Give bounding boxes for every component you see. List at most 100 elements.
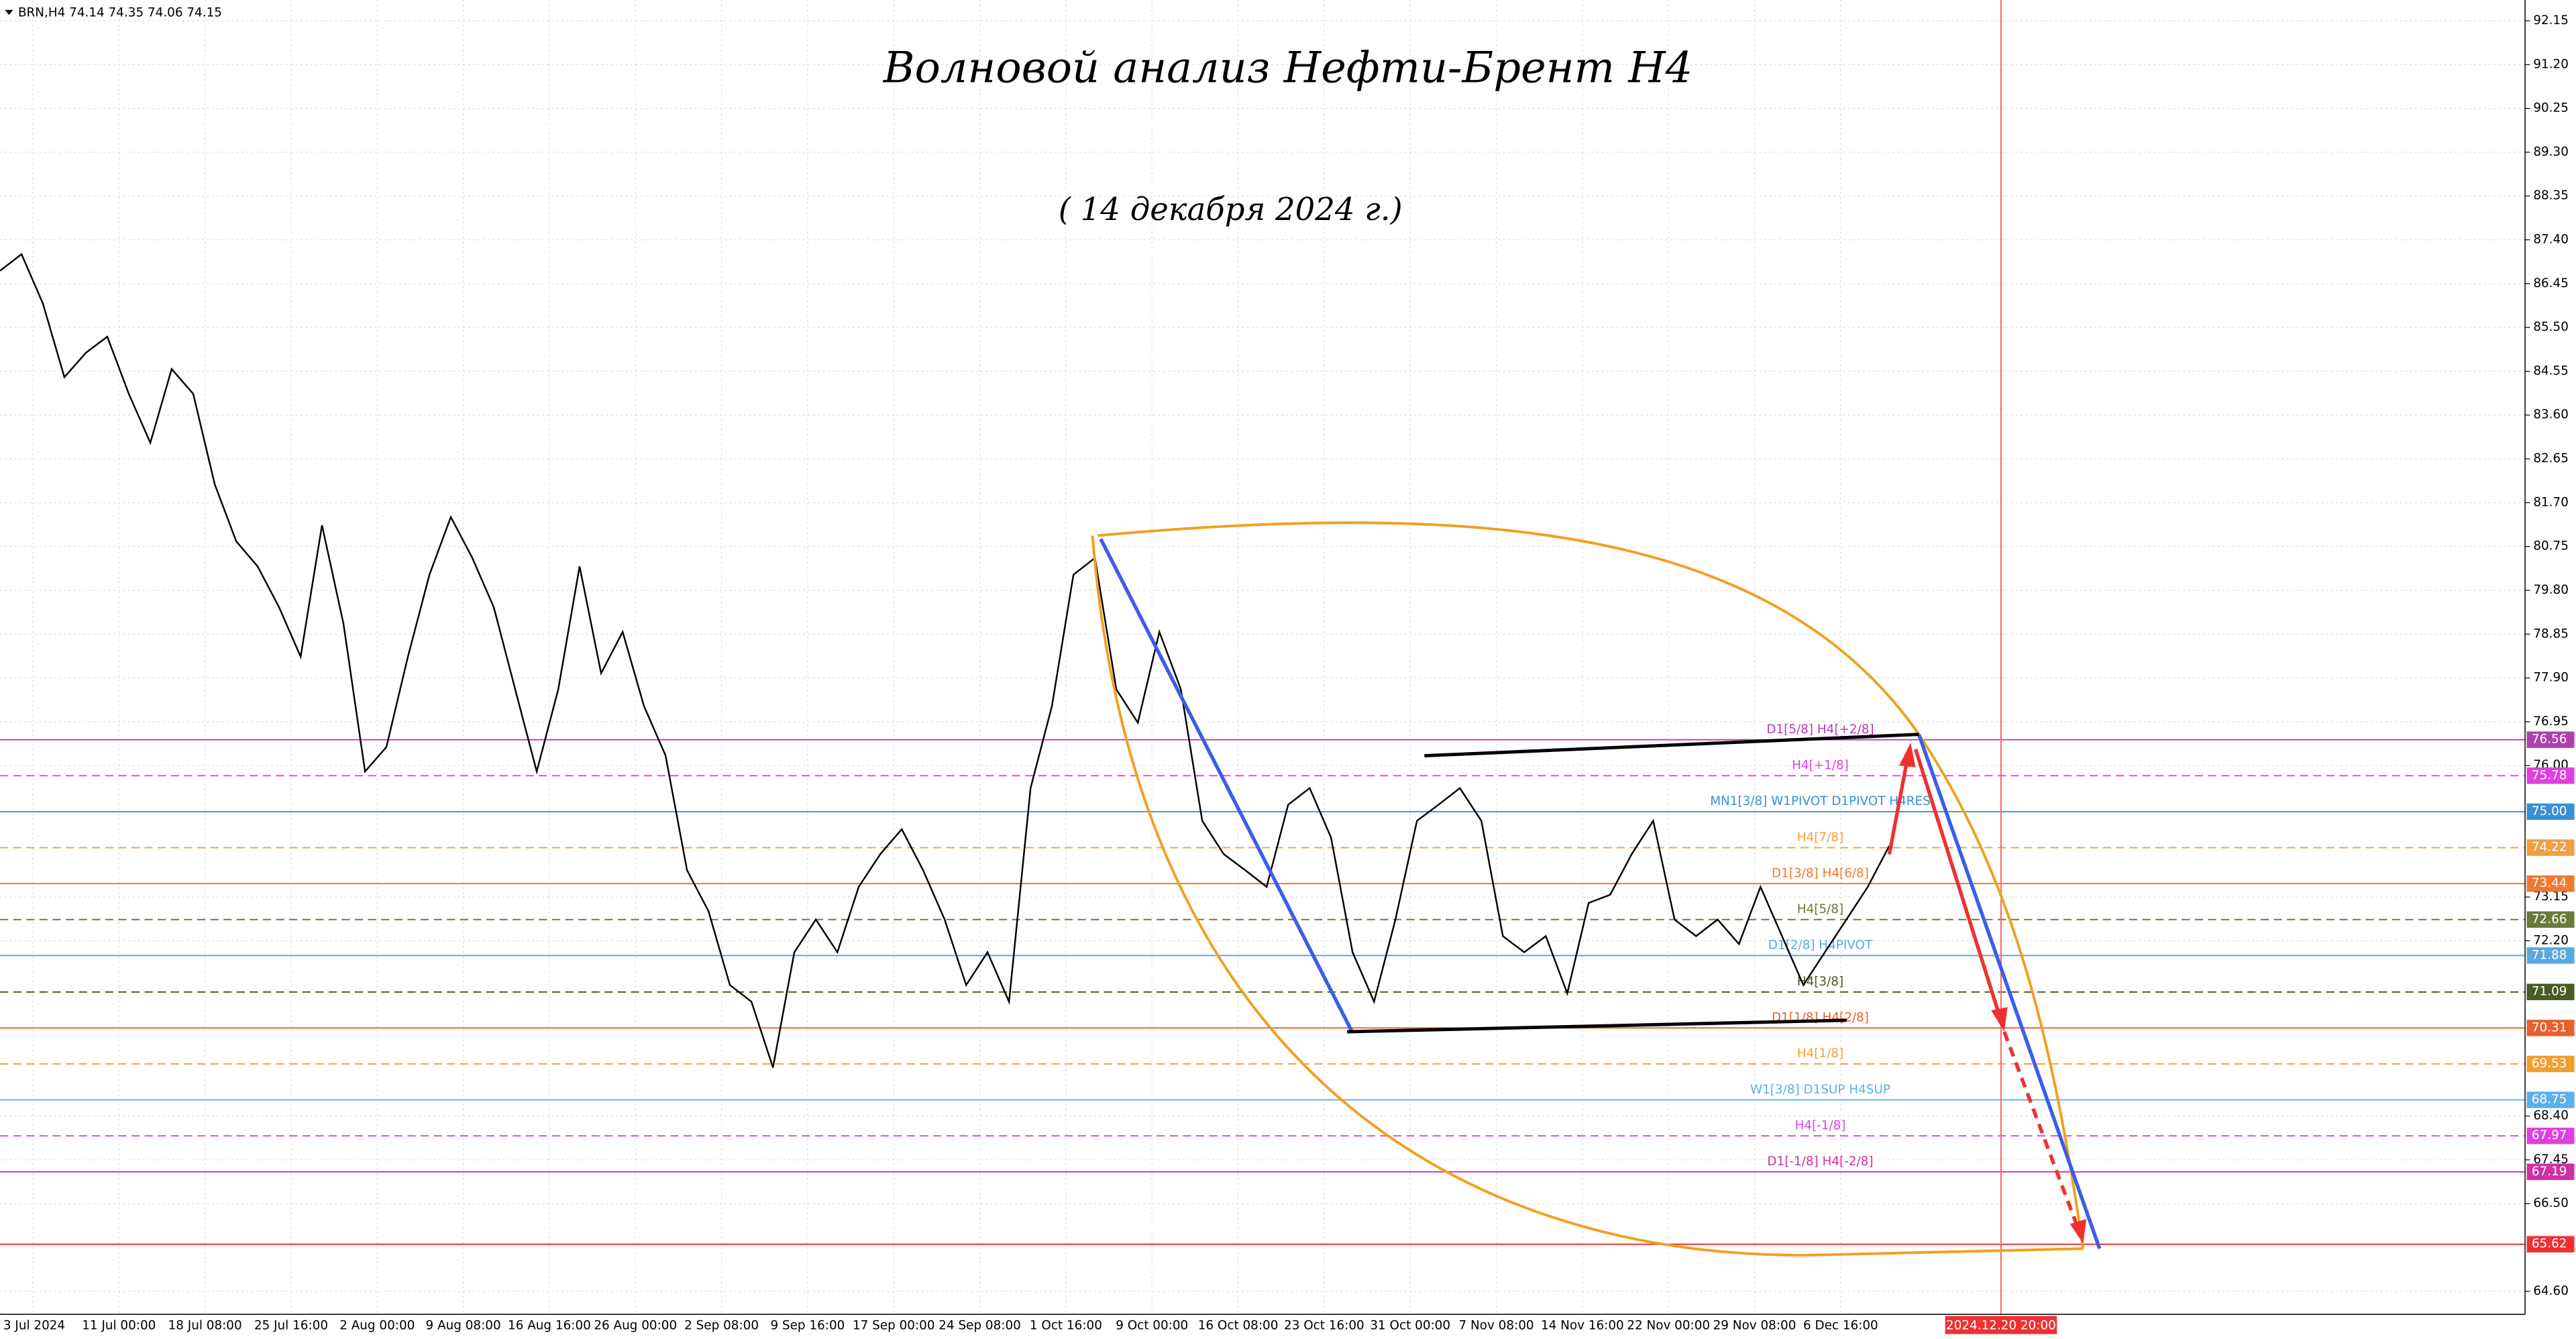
- grid: [0, 0, 2526, 1315]
- y-tick-label: 90.25: [2533, 101, 2569, 115]
- x-tick-label: 3 Jul 2024: [3, 1318, 65, 1332]
- red-arrow: [1913, 748, 2001, 1016]
- y-tick-label: 88.35: [2533, 189, 2569, 203]
- x-tick-label: 22 Nov 00:00: [1627, 1318, 1710, 1332]
- y-tick-label: 82.65: [2533, 451, 2569, 466]
- blue-line: [1099, 538, 1354, 1033]
- level-price-box: [2526, 803, 2575, 820]
- y-tick-label: 66.50: [2533, 1196, 2569, 1210]
- x-tick-label: 29 Nov 08:00: [1713, 1318, 1796, 1332]
- level-name: H4[+1/8]: [1792, 759, 1849, 773]
- level-price: 67.97: [2532, 1128, 2567, 1142]
- x-tick-label: 7 Nov 08:00: [1458, 1318, 1534, 1332]
- x-tick-label: 6 Dec 16:00: [1803, 1318, 1878, 1332]
- channel-line: [1424, 733, 1919, 758]
- level-price: 75.00: [2532, 804, 2567, 818]
- x-tick-label: 9 Oct 00:00: [1116, 1318, 1188, 1332]
- level-name: H4[-1/8]: [1794, 1118, 1845, 1132]
- header-icon: [5, 9, 13, 15]
- level-price: 74.22: [2532, 841, 2567, 855]
- level-name: H4[1/8]: [1797, 1047, 1843, 1061]
- y-tick-label: 73.15: [2533, 890, 2569, 904]
- arrow-head: [1991, 1007, 2008, 1032]
- level-price-box: [2526, 731, 2575, 748]
- level-price: 69.53: [2532, 1057, 2567, 1071]
- time-marker-box: [1945, 1316, 2057, 1334]
- y-tick-label: 79.80: [2533, 583, 2569, 597]
- y-tick-label: 77.90: [2533, 671, 2569, 685]
- time-marker-label: 2024.12.20 20:00: [1946, 1318, 2056, 1332]
- x-tick-label: 2 Aug 00:00: [339, 1318, 415, 1332]
- level-price: 71.88: [2532, 948, 2567, 962]
- x-tick-label: 14 Nov 16:00: [1541, 1318, 1624, 1332]
- level-price-box: [2526, 839, 2575, 856]
- level-price-box: [2526, 1020, 2575, 1036]
- x-tick-label: 25 Jul 16:00: [254, 1318, 328, 1332]
- level-name: D1[-1/8] H4[-2/8]: [1767, 1155, 1873, 1169]
- y-tick-label: 87.40: [2533, 233, 2569, 247]
- level-price-box: [2526, 983, 2575, 1000]
- y-tick-label: 86.45: [2533, 276, 2569, 290]
- x-tick-label: 2 Sep 08:00: [684, 1318, 759, 1332]
- x-tick-label: 23 Oct 16:00: [1284, 1318, 1364, 1332]
- price-line: [0, 252, 1890, 1068]
- level-name: D1[2/8] H4PIVOT: [1768, 939, 1873, 953]
- level-price-box: [2526, 875, 2575, 892]
- level-name: W1[3/8] D1SUP H4SUP: [1750, 1083, 1890, 1097]
- arrow-head: [2070, 1219, 2087, 1244]
- level-price: 70.31: [2532, 1020, 2567, 1034]
- y-tick-label: 91.20: [2533, 57, 2569, 71]
- level-name: H4[3/8]: [1797, 975, 1843, 989]
- blue-line: [1917, 733, 2102, 1250]
- orange-arc: [1091, 535, 2084, 1257]
- x-tick-label: 18 Jul 08:00: [168, 1318, 242, 1332]
- level-name: D1[5/8] H4[+2/8]: [1766, 722, 1874, 737]
- level-price: 71.09: [2532, 985, 2567, 999]
- level-price-box: [2526, 1163, 2575, 1181]
- y-tick-label: 89.30: [2533, 145, 2569, 159]
- level-name: MN1[3/8] W1PIVOT D1PIVOT H4RES: [1710, 794, 1931, 808]
- y-tick-label: 67.45: [2533, 1153, 2569, 1167]
- level-price: 68.75: [2532, 1093, 2567, 1107]
- y-tick-label: 83.60: [2533, 408, 2569, 422]
- y-tick-label: 76.95: [2533, 714, 2569, 729]
- x-tick-label: 9 Aug 08:00: [426, 1318, 501, 1332]
- symbol-header: BRN,H4 74.14 74.35 74.06 74.15: [18, 6, 222, 20]
- level-price-box: [2526, 1236, 2575, 1252]
- red-arrow: [1887, 758, 1909, 855]
- y-tick-label: 80.75: [2533, 539, 2569, 553]
- arrow-head: [1899, 742, 1916, 767]
- y-tick-label: 84.55: [2533, 364, 2569, 378]
- level-name: H4[5/8]: [1797, 902, 1843, 916]
- y-tick-label: 85.50: [2533, 320, 2569, 334]
- axes: 92.15 91.20 90.25 89.30 88.35 87.40 86.45 85.50…: [3, 13, 2575, 1332]
- levels: D1[5/8] H4[+2/8] H4[+1/8] MN1[3/8] W1PIVOT…: [0, 722, 2526, 1245]
- x-tick-label: 16 Oct 08:00: [1198, 1318, 1279, 1332]
- level-price-box: [2526, 911, 2575, 928]
- x-tick-label: 9 Sep 16:00: [770, 1318, 845, 1332]
- channel-line: [1347, 1018, 1847, 1034]
- level-price-box: [2526, 1127, 2575, 1144]
- red-arrow-dashed: [2002, 1031, 2080, 1230]
- y-tick-label: 68.40: [2533, 1109, 2569, 1123]
- chart-subtitle: ( 14 декабря 2024 г.): [1059, 191, 1403, 227]
- chart-title: Волновой анализ Нефти-Брент H4: [883, 43, 1693, 93]
- level-price-box: [2526, 1091, 2575, 1108]
- level-price-box: [2526, 1055, 2575, 1073]
- y-tick-label: 64.60: [2533, 1284, 2569, 1298]
- annotations: [1091, 521, 2102, 1257]
- x-tick-label: 31 Oct 00:00: [1370, 1318, 1450, 1332]
- x-tick-label: 17 Sep 00:00: [853, 1318, 935, 1332]
- price: [0, 252, 1890, 1068]
- y-tick-label: 92.15: [2533, 13, 2569, 28]
- level-price: 65.62: [2532, 1237, 2567, 1251]
- level-price: 72.66: [2532, 912, 2567, 926]
- y-tick-label: 78.85: [2533, 627, 2569, 641]
- x-tick-label: 1 Oct 16:00: [1030, 1318, 1102, 1332]
- level-price-box: [2526, 947, 2575, 964]
- level-price: 75.78: [2532, 768, 2567, 782]
- x-tick-label: 11 Jul 00:00: [82, 1318, 156, 1332]
- level-name: H4[7/8]: [1797, 831, 1843, 845]
- x-tick-label: 26 Aug 00:00: [594, 1318, 677, 1332]
